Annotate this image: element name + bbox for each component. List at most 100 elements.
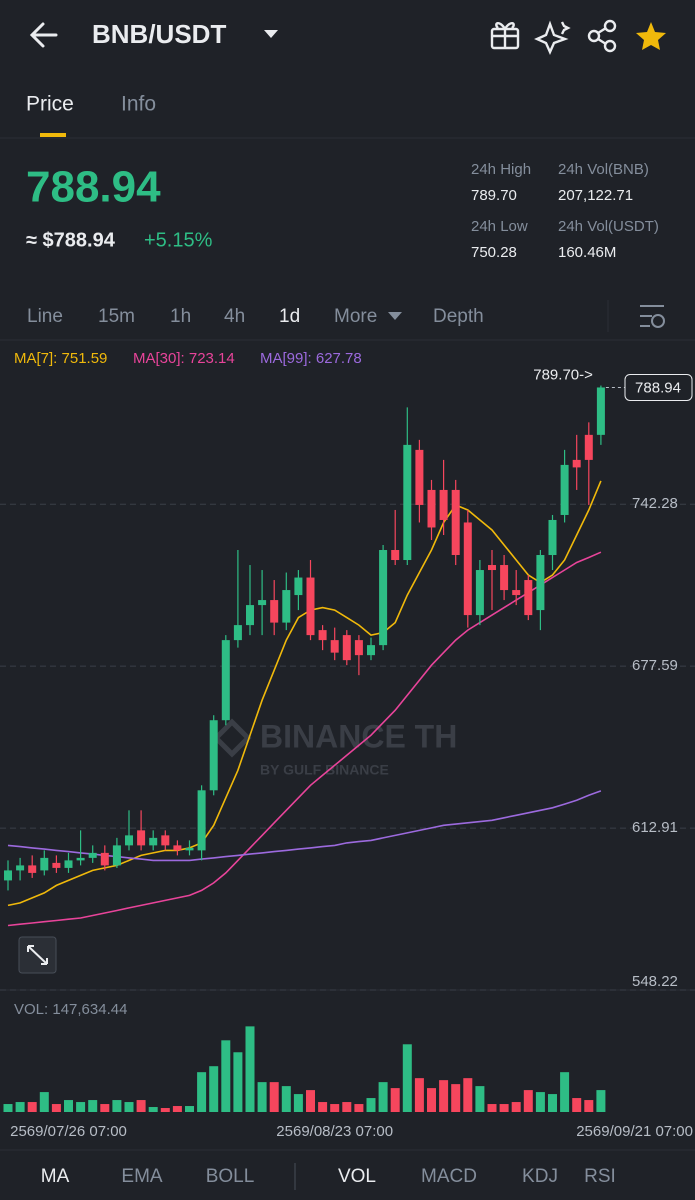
more-dropdown[interactable] bbox=[388, 312, 402, 320]
candle-body bbox=[149, 837, 158, 846]
volume-bar bbox=[197, 1072, 207, 1112]
stat-value: 160.46M bbox=[558, 244, 616, 261]
indicator-tab[interactable]: KDJ bbox=[522, 1166, 558, 1187]
candle-body bbox=[76, 857, 85, 861]
gift-icon[interactable] bbox=[490, 22, 520, 50]
volume-bar bbox=[27, 1102, 37, 1112]
volume-bar bbox=[414, 1078, 424, 1112]
indicator-tab[interactable]: MA bbox=[41, 1166, 70, 1187]
volume-bar bbox=[487, 1104, 497, 1112]
expand-button[interactable] bbox=[18, 936, 57, 974]
candle-body bbox=[584, 434, 593, 460]
last-price-box bbox=[624, 373, 693, 401]
x-tick-label: 2569/09/21 07:00 bbox=[576, 1123, 693, 1140]
volume-bar bbox=[427, 1088, 436, 1112]
volume-bar bbox=[209, 1066, 219, 1112]
watermark: BINANCE TH bbox=[260, 718, 457, 754]
indicator-tab[interactable]: EMA bbox=[121, 1166, 163, 1187]
candle-body bbox=[367, 645, 375, 656]
legend-entry: MA[99]: 627.78 bbox=[260, 350, 362, 367]
volume-bar bbox=[366, 1098, 376, 1112]
volume-bar bbox=[560, 1072, 570, 1112]
candle-body bbox=[125, 835, 133, 846]
ai-icon[interactable] bbox=[534, 20, 571, 55]
legend-entry: MA[7]: 751.59 bbox=[14, 350, 107, 367]
stat-value: 750.28 bbox=[471, 244, 517, 261]
candle-body bbox=[197, 790, 206, 851]
volume-bar bbox=[281, 1086, 291, 1112]
chart-settings[interactable] bbox=[640, 305, 665, 328]
volume-bar bbox=[221, 1040, 231, 1112]
share-icon[interactable] bbox=[587, 19, 617, 53]
candle-body bbox=[463, 522, 472, 616]
interval[interactable]: 1h bbox=[170, 306, 191, 327]
volume-label: VOL: 147,634.44 bbox=[14, 1001, 127, 1018]
volume-bar bbox=[572, 1098, 582, 1112]
candle-body bbox=[294, 577, 303, 596]
candle-body bbox=[112, 845, 121, 866]
y-tick-label: 612.91 bbox=[632, 819, 678, 836]
candle-body bbox=[270, 600, 279, 623]
depth-tab[interactable]: Depth bbox=[433, 306, 484, 327]
tab-indicator bbox=[40, 133, 66, 137]
y-tick-label: 548.22 bbox=[632, 973, 678, 990]
volume-bar bbox=[390, 1088, 400, 1112]
volume-bar bbox=[76, 1102, 86, 1112]
interval[interactable]: Line bbox=[27, 306, 63, 327]
back-button[interactable] bbox=[29, 22, 58, 48]
pair-title[interactable]: BNB/USDT bbox=[92, 19, 226, 49]
candle-body bbox=[64, 860, 73, 868]
fiat-price: ≈ $788.94 bbox=[26, 229, 116, 251]
candle-body bbox=[342, 635, 351, 661]
volume-bar bbox=[402, 1044, 412, 1112]
candle-body bbox=[451, 489, 460, 556]
indicator-tab[interactable]: RSI bbox=[584, 1166, 616, 1187]
volume-bar bbox=[475, 1086, 485, 1112]
volume-bar bbox=[584, 1100, 594, 1112]
candle-body bbox=[185, 847, 194, 851]
volume-bar bbox=[15, 1102, 25, 1112]
interval-active[interactable]: 1d bbox=[279, 306, 300, 327]
candle-body bbox=[88, 852, 97, 858]
stat-value: 207,122.71 bbox=[558, 187, 633, 204]
pair-dropdown[interactable] bbox=[264, 30, 278, 38]
candle-body bbox=[379, 550, 388, 646]
candle-body bbox=[233, 625, 242, 641]
candle-body bbox=[221, 640, 230, 721]
favorite-star[interactable] bbox=[636, 22, 666, 50]
stat-value: 789.70 bbox=[471, 187, 517, 204]
candle-body bbox=[439, 489, 448, 520]
volume-bar bbox=[523, 1090, 533, 1112]
stat-label: 24h Vol(BNB) bbox=[558, 161, 649, 178]
volume-bar bbox=[185, 1106, 194, 1112]
watermark-sub: BY GULF BINANCE bbox=[260, 762, 389, 778]
volume-bar bbox=[112, 1100, 122, 1112]
watermark-logo bbox=[212, 718, 252, 758]
indicator-tab[interactable]: MACD bbox=[421, 1166, 477, 1187]
interval-more[interactable]: More bbox=[334, 306, 377, 327]
candle-body bbox=[246, 605, 254, 626]
interval[interactable]: 15m bbox=[98, 306, 135, 327]
tab-price[interactable]: Price bbox=[26, 93, 74, 116]
candle-body bbox=[488, 565, 496, 571]
candle-body bbox=[427, 489, 436, 528]
candle-body bbox=[16, 865, 25, 871]
price-change: +5.15% bbox=[144, 229, 213, 251]
candle-body bbox=[415, 449, 424, 505]
interval[interactable]: 4h bbox=[224, 306, 245, 327]
volume-bar bbox=[463, 1078, 473, 1112]
volume-bar bbox=[64, 1100, 73, 1112]
indicator-tab[interactable]: BOLL bbox=[206, 1166, 255, 1187]
candle-body bbox=[596, 387, 605, 435]
volume-bar bbox=[511, 1102, 521, 1112]
volume-bar bbox=[148, 1107, 158, 1112]
candle-body bbox=[209, 720, 218, 791]
volume-bar bbox=[88, 1100, 98, 1112]
tab-info[interactable]: Info bbox=[121, 93, 156, 116]
volume-bar bbox=[354, 1104, 364, 1112]
y-tick-label: 677.59 bbox=[632, 657, 678, 674]
indicator-tab[interactable]: VOL bbox=[338, 1166, 376, 1187]
volume-bar bbox=[548, 1094, 557, 1112]
ma-line bbox=[7, 551, 602, 927]
